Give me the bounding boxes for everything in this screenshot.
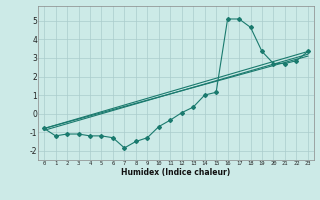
X-axis label: Humidex (Indice chaleur): Humidex (Indice chaleur)	[121, 168, 231, 177]
